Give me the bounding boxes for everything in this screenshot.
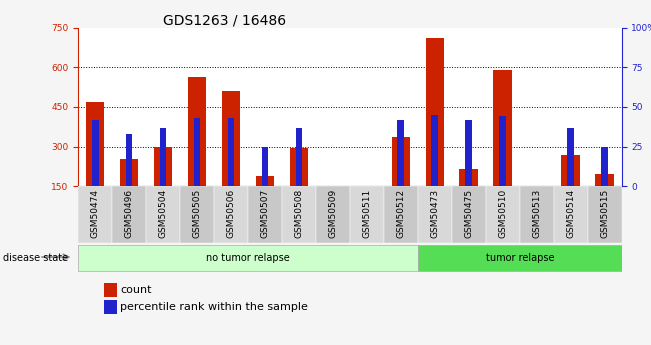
Bar — [282, 186, 316, 243]
Bar — [146, 186, 180, 243]
Bar — [290, 148, 309, 226]
Bar — [256, 176, 274, 226]
Bar — [221, 91, 240, 226]
Bar — [465, 120, 472, 226]
Bar — [86, 102, 104, 226]
Bar — [493, 70, 512, 226]
Text: GSM50506: GSM50506 — [227, 189, 236, 238]
Text: GDS1263 / 16486: GDS1263 / 16486 — [163, 14, 286, 28]
Bar — [262, 147, 268, 226]
Text: GSM50496: GSM50496 — [124, 189, 133, 238]
Bar — [78, 186, 112, 243]
Text: GSM50474: GSM50474 — [90, 189, 100, 238]
Bar — [602, 147, 608, 226]
Bar — [193, 118, 201, 226]
Bar — [452, 186, 486, 243]
Bar — [126, 134, 133, 226]
Bar — [588, 186, 622, 243]
Bar — [391, 137, 410, 226]
Bar — [324, 186, 342, 226]
Bar — [92, 120, 98, 226]
Bar — [418, 245, 622, 271]
Text: GSM50475: GSM50475 — [464, 189, 473, 238]
Text: GSM50514: GSM50514 — [566, 189, 575, 238]
Bar — [228, 118, 234, 226]
Text: GSM50505: GSM50505 — [193, 189, 202, 238]
Bar — [154, 147, 173, 226]
Text: disease state: disease state — [3, 253, 68, 263]
Bar — [248, 186, 282, 243]
Text: percentile rank within the sample: percentile rank within the sample — [120, 302, 309, 312]
Bar — [554, 186, 588, 243]
Bar — [561, 155, 580, 226]
Text: GSM50511: GSM50511 — [363, 189, 372, 238]
Bar — [329, 186, 337, 226]
Bar — [120, 158, 139, 226]
Bar — [567, 128, 574, 226]
Bar — [78, 245, 418, 271]
Text: tumor relapse: tumor relapse — [486, 253, 554, 263]
Bar — [350, 186, 384, 243]
Bar — [112, 186, 146, 243]
Text: GSM50510: GSM50510 — [498, 189, 507, 238]
Text: GSM50513: GSM50513 — [533, 189, 541, 238]
Bar — [596, 174, 614, 226]
Bar — [499, 117, 506, 226]
Bar — [296, 128, 302, 226]
Text: GSM50512: GSM50512 — [396, 189, 406, 238]
Bar — [214, 186, 248, 243]
Text: GSM50473: GSM50473 — [430, 189, 439, 238]
Bar — [418, 186, 452, 243]
Text: count: count — [120, 285, 152, 295]
Bar — [527, 186, 546, 226]
Bar — [357, 186, 376, 226]
Bar — [180, 186, 214, 243]
Text: no tumor relapse: no tumor relapse — [206, 253, 290, 263]
Bar — [533, 186, 540, 226]
Text: GSM50508: GSM50508 — [294, 189, 303, 238]
Bar — [486, 186, 519, 243]
Bar — [384, 186, 418, 243]
Text: GSM50507: GSM50507 — [260, 189, 270, 238]
Bar — [159, 128, 167, 226]
Bar — [519, 186, 554, 243]
Text: GSM50509: GSM50509 — [328, 189, 337, 238]
Text: GSM50504: GSM50504 — [159, 189, 167, 238]
Bar — [398, 120, 404, 226]
Bar — [316, 186, 350, 243]
Bar — [426, 38, 444, 226]
Bar — [187, 77, 206, 226]
Bar — [363, 186, 370, 226]
Text: GSM50515: GSM50515 — [600, 189, 609, 238]
Bar — [460, 169, 478, 226]
Bar — [432, 115, 438, 226]
